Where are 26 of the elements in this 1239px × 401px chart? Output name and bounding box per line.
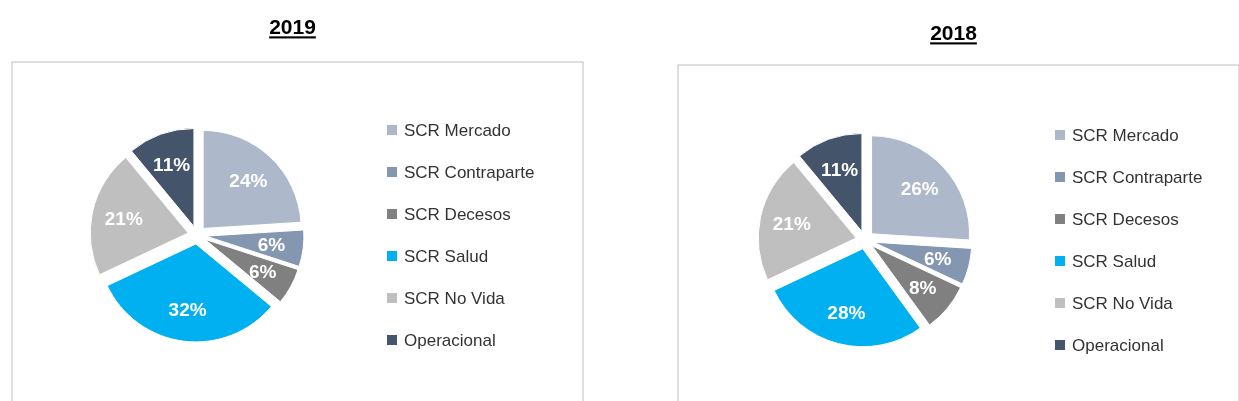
legend-label: SCR Salud xyxy=(1072,251,1157,271)
data-label: 6% xyxy=(923,248,952,270)
data-label: 21% xyxy=(104,208,143,230)
data-label: 32% xyxy=(168,299,207,321)
chart-title: 2019 xyxy=(269,15,316,39)
legend-label: Operacional xyxy=(1072,335,1164,355)
legend-label: SCR Contraparte xyxy=(404,162,535,182)
chart-title: 2018 xyxy=(930,21,978,45)
data-label: 6% xyxy=(257,234,286,256)
data-label: 28% xyxy=(827,302,866,324)
legend-label: Operacional xyxy=(404,330,496,350)
data-label: 11% xyxy=(153,154,191,176)
data-label: 24% xyxy=(229,169,268,191)
legend-label: SCR No Vida xyxy=(404,288,506,308)
legend-label: SCR Decesos xyxy=(404,204,511,224)
legend-label: SCR Salud xyxy=(404,246,489,266)
legend-label: SCR No Vida xyxy=(1072,293,1174,313)
legend-label: SCR Mercado xyxy=(404,120,511,140)
data-label: 21% xyxy=(772,213,811,235)
data-label: 11% xyxy=(821,159,859,181)
legend-label: SCR Contraparte xyxy=(1072,167,1203,187)
legend-label: SCR Decesos xyxy=(1072,209,1179,229)
legend-label: SCR Mercado xyxy=(1072,125,1179,145)
data-label: 26% xyxy=(900,178,939,200)
data-label: 6% xyxy=(248,260,277,282)
data-label: 8% xyxy=(909,277,937,299)
